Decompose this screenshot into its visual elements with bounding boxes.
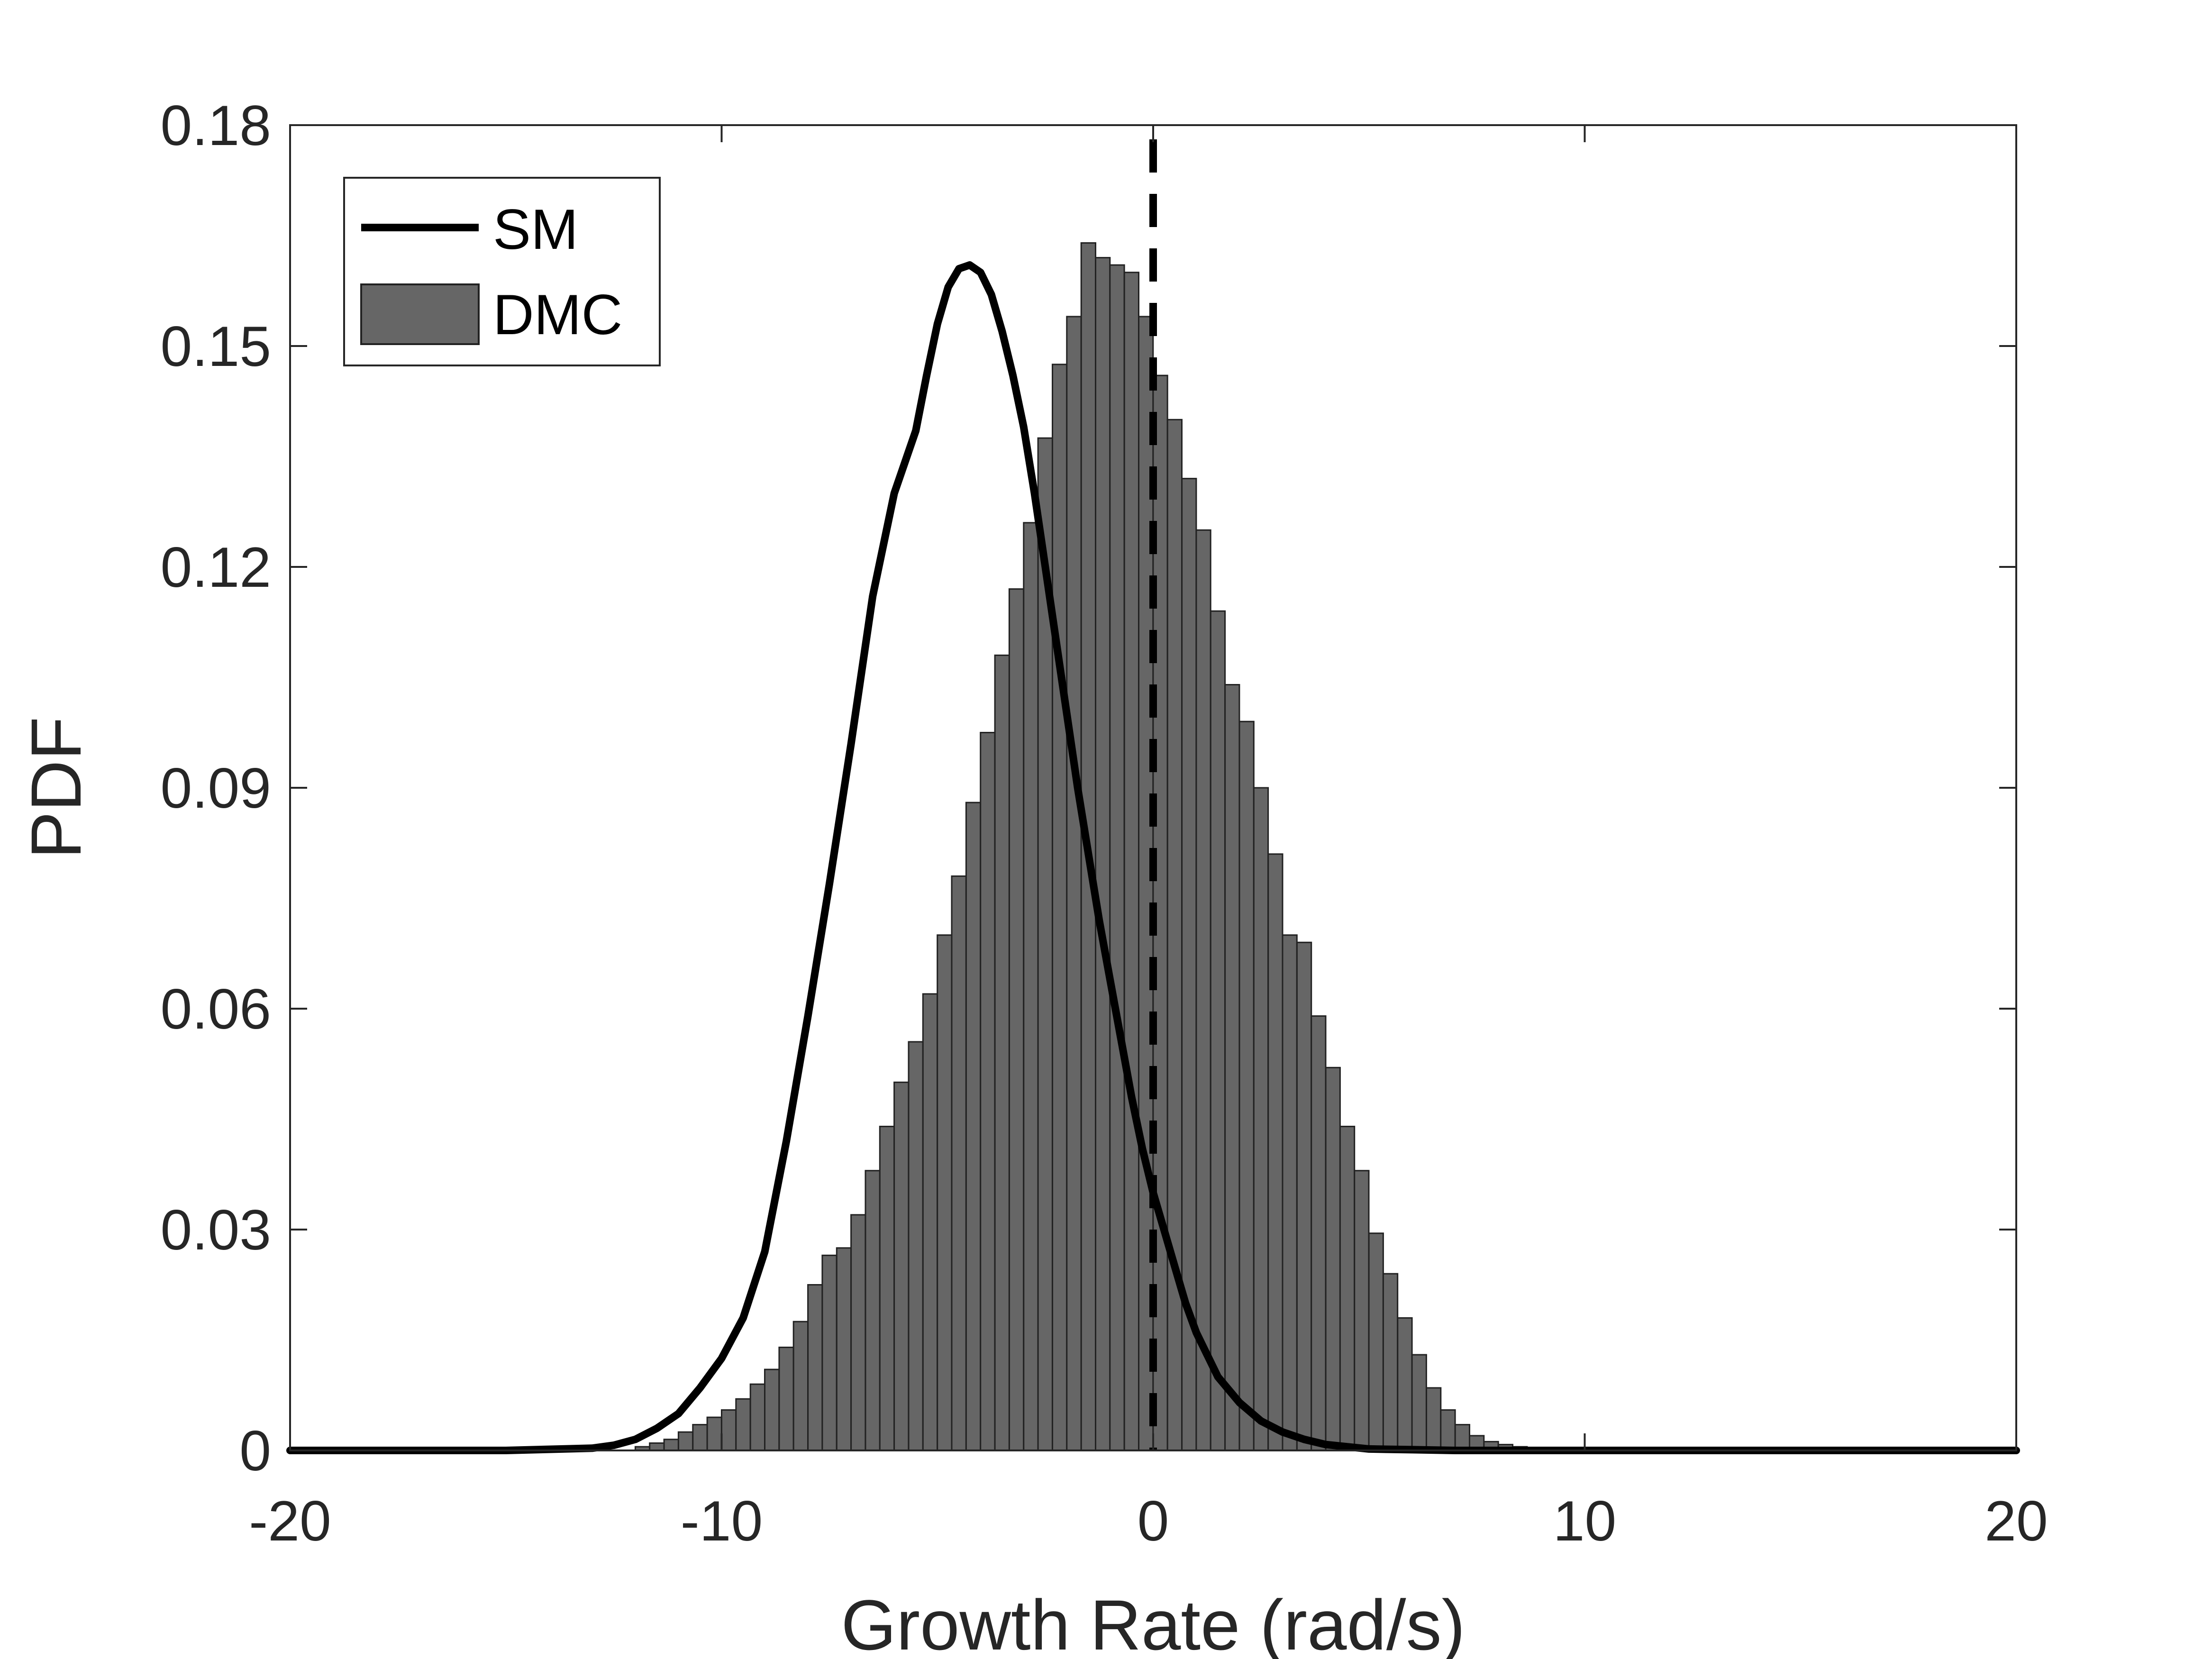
histogram-bar xyxy=(1123,272,1139,1451)
histogram-bar xyxy=(792,1321,809,1451)
legend-label-sm: SM xyxy=(493,198,578,261)
histogram-bar xyxy=(1023,522,1039,1451)
histogram-bar xyxy=(706,1416,722,1451)
x-tick-label: -20 xyxy=(249,1489,331,1553)
legend: SM DMC xyxy=(343,177,661,366)
histogram-bar xyxy=(1210,610,1226,1451)
y-tick-label: 0 xyxy=(239,1419,271,1483)
x-tick-label: 10 xyxy=(1553,1489,1616,1553)
histogram-bar xyxy=(1282,934,1298,1451)
y-tick-label: 0.03 xyxy=(160,1198,271,1262)
histogram-bar xyxy=(1454,1424,1470,1451)
histogram-bar xyxy=(1052,364,1068,1451)
y-tick-label: 0.15 xyxy=(160,315,271,378)
sm-line-layer xyxy=(286,261,2020,1454)
histogram-bar xyxy=(850,1214,866,1451)
histogram-bar xyxy=(1411,1354,1427,1451)
histogram-bar xyxy=(735,1398,751,1451)
histogram-bar xyxy=(1296,941,1312,1451)
histogram-bar xyxy=(692,1424,708,1451)
x-tick-label: 0 xyxy=(1138,1489,1169,1553)
histogram-bar xyxy=(908,1041,924,1451)
y-tick-label: 0.12 xyxy=(160,536,271,599)
histogram-bar xyxy=(1382,1273,1399,1451)
histogram-bar xyxy=(1095,257,1111,1451)
histogram-bar xyxy=(951,875,967,1451)
histogram-bar xyxy=(1195,529,1211,1451)
histogram-bar xyxy=(1426,1387,1442,1451)
histogram-bar xyxy=(663,1439,679,1451)
histogram-bar xyxy=(965,802,982,1451)
histogram-bar xyxy=(893,1081,910,1451)
histogram-bar xyxy=(1224,684,1240,1451)
x-axis-label: Growth Rate (rad/s) xyxy=(841,1585,1465,1659)
histogram-bar xyxy=(807,1284,823,1451)
histogram-bar xyxy=(821,1254,837,1451)
histogram-bar xyxy=(879,1126,895,1451)
histogram-bar xyxy=(865,1170,881,1451)
x-tick-label: -10 xyxy=(681,1489,763,1553)
histogram-bar xyxy=(1440,1409,1456,1451)
histogram-bar xyxy=(994,654,1010,1451)
histogram-bar xyxy=(649,1442,665,1451)
histogram-bar xyxy=(1368,1232,1384,1451)
legend-label-dmc: DMC xyxy=(493,283,622,346)
histogram-bar xyxy=(721,1409,737,1451)
histogram-bar xyxy=(1311,1015,1327,1451)
histogram-bar xyxy=(922,993,938,1451)
histogram-bar xyxy=(1109,264,1125,1451)
histogram-bar xyxy=(1397,1317,1413,1451)
histogram-bar xyxy=(677,1431,694,1451)
y-tick-label: 0.06 xyxy=(160,977,271,1041)
histogram-bar xyxy=(764,1368,780,1451)
series-line-sm xyxy=(286,261,2020,1454)
histogram-bar xyxy=(1267,853,1284,1451)
legend-dmc-bar-swatch xyxy=(360,283,480,345)
histogram-bar xyxy=(1008,588,1025,1451)
y-axis-label: PDF xyxy=(16,717,96,859)
y-tick-label: 0.18 xyxy=(160,94,271,157)
histogram-bar xyxy=(1354,1170,1370,1451)
y-tick-label: 0.09 xyxy=(160,757,271,820)
histogram-bar xyxy=(1253,787,1269,1451)
histogram-bar xyxy=(1325,1066,1341,1451)
histogram-bar xyxy=(749,1383,765,1451)
histogram-bar xyxy=(1339,1126,1356,1451)
ticks: -20 -10 0 10 20 0 0.03 0.06 0.09 0.12 0.15 0.18 xyxy=(160,94,2048,1553)
histogram-bar xyxy=(1238,720,1255,1451)
histogram-bar xyxy=(836,1247,852,1451)
histogram-bar xyxy=(980,732,996,1451)
histogram-bar xyxy=(937,934,953,1451)
histogram-bar xyxy=(1066,316,1082,1451)
histogram-bar xyxy=(778,1347,794,1451)
x-tick-label: 20 xyxy=(1984,1489,2048,1553)
